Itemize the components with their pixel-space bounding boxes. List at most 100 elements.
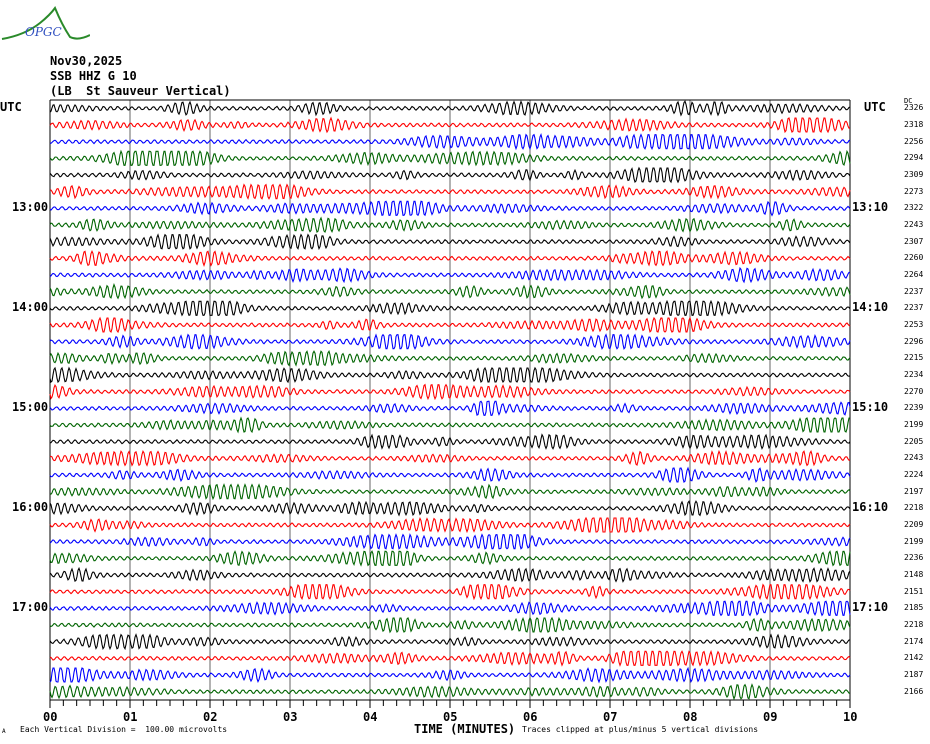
footer-mark: A bbox=[2, 728, 6, 735]
seismic-trace bbox=[49, 100, 851, 117]
seismic-trace bbox=[49, 183, 851, 200]
seismic-trace bbox=[49, 566, 851, 583]
x-tick-label: 09 bbox=[763, 710, 778, 724]
dc-value: 2318 bbox=[904, 120, 924, 129]
dc-value: 2256 bbox=[904, 136, 924, 146]
dc-value: 2260 bbox=[904, 253, 924, 263]
seismic-trace bbox=[49, 633, 851, 651]
seismic-trace bbox=[49, 233, 851, 251]
dc-value: 2224 bbox=[904, 470, 924, 479]
dc-value: 2187 bbox=[904, 670, 924, 679]
opgc-logo: OPGC bbox=[0, 5, 90, 45]
seismic-trace bbox=[49, 433, 851, 450]
x-tick-label: 05 bbox=[443, 710, 458, 724]
seismic-trace bbox=[49, 266, 851, 284]
right-time-label: 13:10 bbox=[852, 200, 889, 215]
seismic-trace bbox=[49, 316, 851, 334]
dc-value: 2166 bbox=[904, 686, 924, 696]
seismic-trace bbox=[49, 200, 851, 217]
seismic-trace bbox=[49, 666, 851, 684]
dc-value: 2296 bbox=[904, 336, 924, 346]
dc-value: 2326 bbox=[904, 103, 924, 113]
dc-value: 2234 bbox=[904, 370, 924, 379]
x-tick-label: 03 bbox=[283, 710, 298, 724]
seismic-trace bbox=[49, 600, 851, 617]
clip-note: Traces clipped at plus/minus 5 vertical … bbox=[522, 725, 759, 734]
seismic-trace bbox=[49, 483, 851, 501]
x-tick-label: 08 bbox=[683, 710, 698, 724]
dc-value: 2253 bbox=[904, 320, 924, 329]
seismic-trace bbox=[49, 333, 851, 350]
seismic-trace bbox=[49, 350, 851, 367]
dc-value: 2148 bbox=[904, 570, 924, 579]
seismic-trace bbox=[49, 299, 851, 317]
x-tick-label: 01 bbox=[123, 710, 138, 724]
seismic-trace bbox=[49, 416, 850, 434]
x-tick-label: 02 bbox=[203, 710, 218, 724]
seismic-trace bbox=[49, 550, 851, 567]
x-tick-label: 00 bbox=[43, 710, 58, 724]
left-time-label: 13:00 bbox=[12, 200, 49, 215]
seismic-trace bbox=[49, 616, 851, 634]
dc-value: 2237 bbox=[904, 303, 924, 313]
seismic-trace bbox=[49, 166, 851, 184]
right-utc-label: UTC bbox=[864, 100, 886, 114]
seismic-trace bbox=[49, 466, 851, 484]
seismic-trace bbox=[49, 533, 851, 550]
dc-value: 2209 bbox=[904, 520, 924, 529]
dc-value: 2264 bbox=[904, 270, 924, 279]
seismic-trace bbox=[49, 516, 851, 534]
seismic-trace bbox=[49, 149, 851, 167]
dc-value: 2199 bbox=[904, 536, 924, 546]
x-axis-title: TIME (MINUTES) bbox=[414, 722, 516, 736]
seismic-trace bbox=[49, 116, 851, 134]
dc-value: 2197 bbox=[904, 486, 924, 496]
dc-value: 2199 bbox=[904, 420, 924, 429]
station-label: SSB HHZ G 10 bbox=[50, 69, 137, 83]
scale-note: Each Vertical Division = 100.00 microvol… bbox=[20, 725, 228, 734]
location-label: (LB St Sauveur Vertical) bbox=[50, 84, 231, 98]
seismic-trace bbox=[49, 683, 851, 701]
dc-value: 2243 bbox=[904, 453, 924, 463]
dc-value: 2218 bbox=[904, 503, 924, 513]
dc-value: 2205 bbox=[904, 436, 924, 446]
dc-value: 2270 bbox=[904, 386, 924, 396]
dc-value: 2309 bbox=[904, 170, 924, 179]
dc-value: 2237 bbox=[904, 286, 924, 296]
seismic-trace bbox=[49, 283, 851, 300]
dc-value: 2307 bbox=[904, 236, 924, 246]
x-tick-label: 06 bbox=[523, 710, 538, 724]
dc-value: 2185 bbox=[904, 603, 924, 613]
seismic-trace bbox=[49, 133, 851, 151]
dc-value: 2239 bbox=[904, 403, 924, 413]
right-time-label: 14:10 bbox=[852, 300, 889, 315]
left-time-label: 15:00 bbox=[12, 400, 49, 415]
dc-value: 2218 bbox=[904, 620, 924, 629]
dc-value: 2322 bbox=[904, 203, 924, 213]
left-time-label: 14:00 bbox=[12, 300, 49, 315]
right-time-label: 15:10 bbox=[852, 400, 889, 415]
seismic-trace bbox=[49, 366, 851, 384]
dc-value: 2294 bbox=[904, 153, 924, 163]
dc-value: 2273 bbox=[904, 186, 924, 196]
date-label: Nov30,2025 bbox=[50, 54, 123, 68]
x-tick-label: 04 bbox=[363, 710, 378, 724]
x-tick-label: 07 bbox=[603, 710, 618, 724]
dc-label: DC bbox=[904, 97, 913, 105]
dc-value: 2236 bbox=[904, 553, 924, 563]
seismic-trace bbox=[49, 383, 851, 401]
dc-value: 2151 bbox=[904, 586, 924, 596]
dc-value: 2174 bbox=[904, 636, 924, 646]
x-tick-label: 10 bbox=[843, 710, 858, 724]
left-time-label: 17:00 bbox=[12, 600, 49, 615]
left-utc-label: UTC bbox=[0, 100, 22, 114]
seismic-trace bbox=[49, 649, 851, 667]
seismic-trace bbox=[49, 500, 851, 517]
seismic-trace bbox=[49, 449, 851, 467]
seismic-trace bbox=[49, 400, 851, 416]
left-time-label: 16:00 bbox=[12, 500, 49, 515]
seismic-trace bbox=[49, 216, 851, 234]
seismic-trace bbox=[49, 583, 851, 601]
dc-value: 2243 bbox=[904, 220, 924, 229]
